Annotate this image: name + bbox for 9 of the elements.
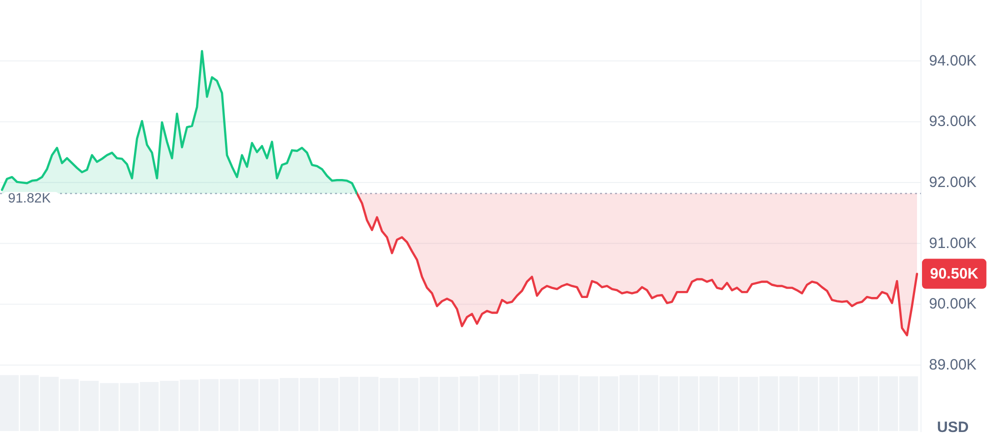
y-axis-title: USD	[937, 419, 969, 436]
y-tick-label: 92.00K	[929, 174, 977, 192]
y-tick-label: 91.00K	[929, 234, 977, 252]
y-tick-label: 89.00K	[929, 356, 977, 374]
y-tick-label: 93.00K	[929, 113, 977, 130]
y-tick-label: 90.00K	[929, 296, 977, 313]
y-tick-label: 94.00K	[929, 52, 977, 70]
text: 90.50K	[930, 265, 979, 282]
ref-line-label: 91.82K	[8, 190, 51, 206]
